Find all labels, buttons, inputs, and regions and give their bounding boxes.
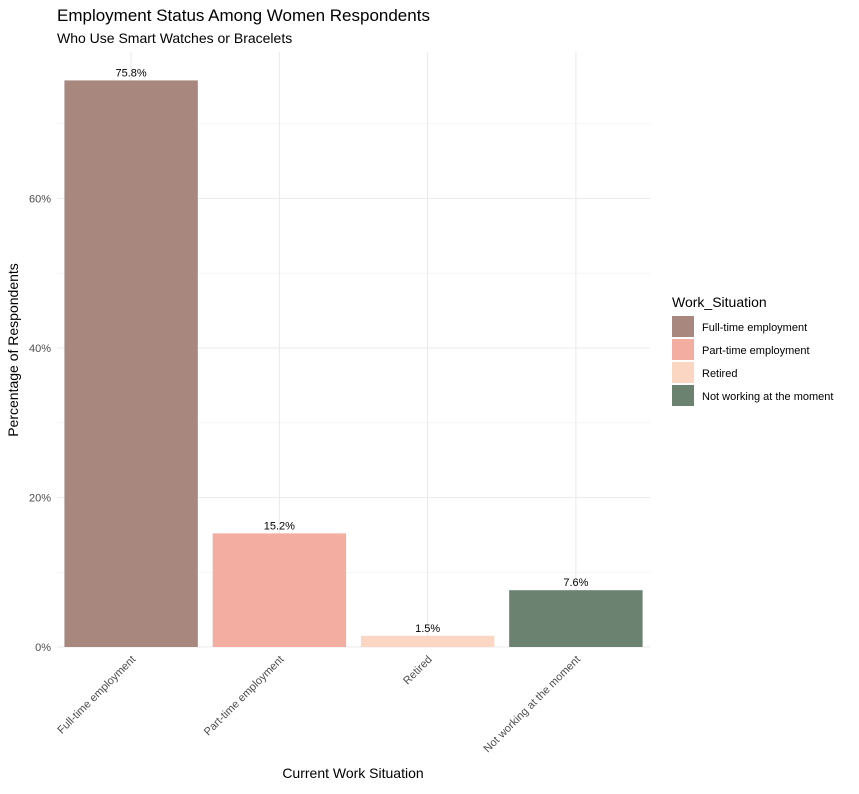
legend-title: Work_Situation <box>672 294 767 310</box>
bar <box>509 590 643 647</box>
y-axis-label: Percentage of Respondents <box>5 263 21 437</box>
x-tick-label: Not working at the moment <box>482 654 583 755</box>
x-tick-label: Part-time employment <box>202 654 287 739</box>
legend-label: Retired <box>702 368 737 380</box>
legend: Work_Situation Full-time employment Part-… <box>672 294 833 406</box>
legend-key <box>672 362 694 383</box>
legend-label: Not working at the moment <box>702 391 833 403</box>
y-tick-label: 20% <box>29 493 51 505</box>
chart-title: Employment Status Among Women Respondent… <box>57 6 430 25</box>
bar <box>64 80 198 647</box>
bar <box>360 635 495 647</box>
y-tick-label: 0% <box>35 642 51 654</box>
bar-value-label: 75.8% <box>116 67 147 79</box>
x-tick-label: Full-time employment <box>55 654 138 737</box>
y-tick-label: 40% <box>29 343 51 355</box>
x-ticks-layer: Full-time employment Part-time employment… <box>55 654 583 755</box>
x-tick-label: Retired <box>401 654 435 688</box>
chart-subtitle: Who Use Smart Watches or Bracelets <box>57 30 292 46</box>
x-axis-label: Current Work Situation <box>282 765 423 781</box>
bar <box>212 533 347 647</box>
bar-value-label: 1.5% <box>415 623 440 635</box>
bar-value-label: 15.2% <box>264 520 295 532</box>
legend-label: Full-time employment <box>702 322 807 334</box>
bars-layer <box>64 80 643 647</box>
legend-label: Part-time employment <box>702 345 810 357</box>
legend-key <box>672 316 694 337</box>
y-tick-label: 60% <box>29 194 51 206</box>
bar-value-label: 7.6% <box>563 577 588 589</box>
legend-key <box>672 385 694 406</box>
value-labels-layer: 75.8% 15.2% 1.5% 7.6% <box>116 67 589 634</box>
y-ticks-layer: 0% 20% 40% 60% <box>29 194 51 654</box>
legend-key <box>672 339 694 360</box>
legend-items: Full-time employment Part-time employment… <box>672 316 833 406</box>
